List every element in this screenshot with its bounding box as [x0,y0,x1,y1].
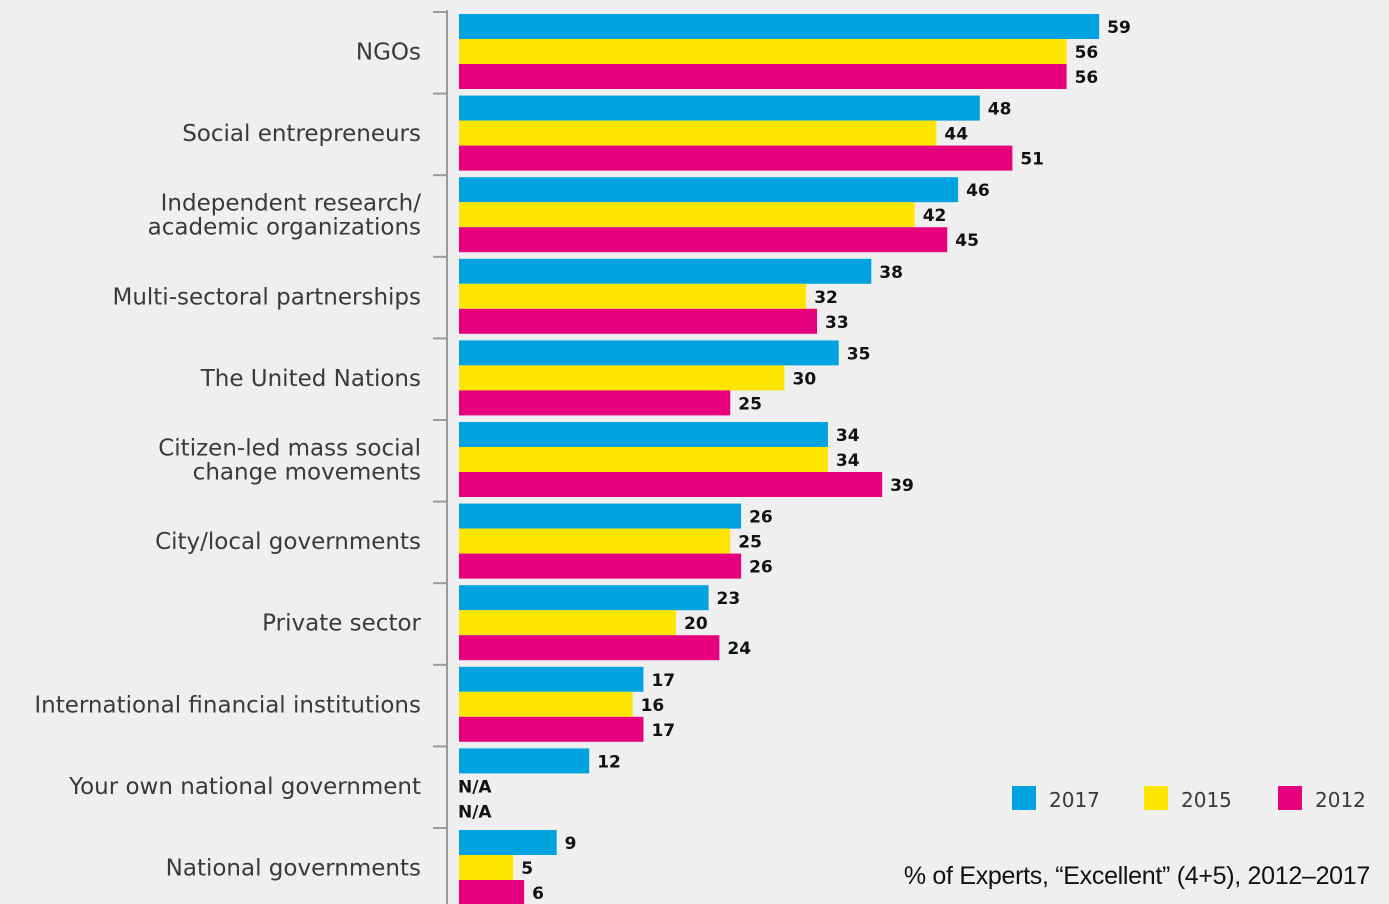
bar-2012 [459,308,818,334]
bar-2012 [459,390,731,416]
value-label-missing: N/A [458,802,492,822]
value-label: 12 [597,752,621,772]
bar-2012 [459,553,742,579]
value-label: 46 [966,181,990,201]
value-label: 9 [565,834,577,854]
value-label: 45 [955,231,979,251]
value-label: 35 [847,344,871,364]
category-label: Independent research/ [161,191,422,217]
value-label: 32 [814,288,838,308]
category-label: City/local governments [155,529,421,555]
bar-2017 [459,830,557,855]
value-label: 20 [684,614,708,634]
bar-2015 [459,528,731,554]
bar-2012 [459,635,720,661]
bar-2015 [459,202,915,228]
value-label: 34 [836,451,860,471]
value-label: 59 [1107,18,1131,38]
value-label: 25 [738,394,762,414]
legend-label: 2017 [1049,788,1100,812]
bar-2017 [459,177,959,203]
bar-2017 [459,585,709,611]
bar-2012 [459,227,948,253]
bar-2017 [459,503,742,529]
bar-2017 [459,666,644,692]
category-label: academic organizations [148,215,421,241]
legend-label: 2012 [1315,788,1366,812]
category-labels: NGOs Social entrepreneurs Independent rese… [34,40,421,882]
bar-2017 [459,340,839,366]
category-label: Multi-sectoral partnerships [112,284,421,310]
value-label: 44 [944,125,968,145]
bar-2012 [459,716,644,742]
category-label: Citizen-led mass social [158,436,421,462]
value-label: 17 [651,671,675,691]
bar-2012 [459,472,883,497]
legend-swatch-2015 [1144,786,1168,810]
category-label: National governments [166,856,421,882]
value-label: 34 [836,426,860,446]
legend-swatch-2017 [1012,786,1036,810]
bar-2015 [459,855,514,880]
bar-2012 [459,880,525,904]
value-label: 26 [749,558,773,578]
value-label: 16 [641,696,665,716]
value-label: 48 [988,100,1012,120]
category-axis [433,10,448,904]
value-label: 38 [879,263,903,283]
value-labels: 5956564844514642453832333530253434392625… [458,18,1131,904]
legend-swatch-2012 [1278,786,1302,810]
bar-2017 [459,748,590,774]
value-label: 24 [727,639,751,659]
bars [459,14,1100,904]
value-label: 51 [1020,150,1044,170]
category-label: Private sector [262,611,421,637]
bar-2015 [459,447,828,472]
value-label: 6 [532,884,544,904]
bar-2015 [459,691,633,717]
value-label: 5 [521,859,533,879]
legend-label: 2015 [1181,788,1232,812]
bar-2017 [459,258,872,284]
value-label: 33 [825,313,849,333]
bar-2015 [459,610,676,636]
category-label: change movements [193,460,421,486]
category-label: NGOs [356,40,421,66]
bar-2015 [459,39,1067,64]
category-label: Your own national government [68,774,421,800]
bar-2017 [459,95,980,121]
bar-2017 [459,14,1100,39]
value-label-missing: N/A [458,777,492,797]
bar-2012 [459,64,1067,89]
bar-2015 [459,283,807,309]
value-label: 39 [890,476,914,496]
value-label: 56 [1075,43,1099,63]
value-label: 23 [717,589,741,609]
bar-2017 [459,422,828,447]
value-label: 26 [749,508,773,528]
bar-2012 [459,145,1013,171]
chart-caption: % of Experts, “Excellent” (4+5), 2012–20… [904,862,1370,890]
category-label: International financial institutions [34,692,421,718]
value-label: 30 [793,369,817,389]
value-label: 42 [923,206,947,226]
bar-2015 [459,365,785,391]
legend: 2017 2015 2012 [1012,786,1366,812]
bar-2015 [459,120,937,146]
category-label: The United Nations [200,366,421,392]
category-label: Social entrepreneurs [182,121,421,147]
value-label: 56 [1075,68,1099,88]
value-label: 17 [651,721,675,741]
value-label: 25 [738,533,762,553]
